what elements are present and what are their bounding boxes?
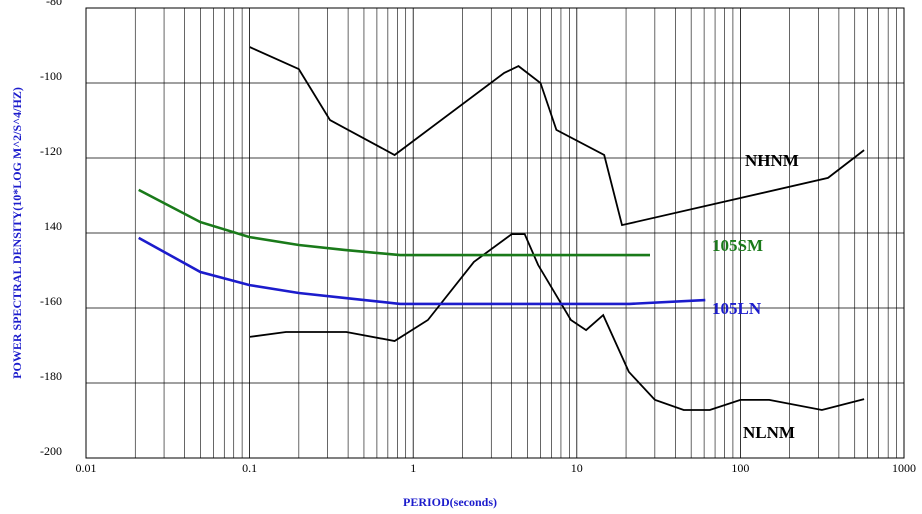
- y-tick-label: -180: [40, 369, 62, 383]
- series-line: [249, 46, 865, 227]
- y-axis-title: POWER SPECTRAL DENSITY(10*LOG M^2/S^4/HZ…: [10, 87, 24, 379]
- series-label: NHNM: [745, 151, 799, 170]
- y-tick-label: -100: [40, 69, 62, 83]
- x-tick-label: 0.01: [76, 461, 97, 475]
- series-label: 105SM: [712, 236, 763, 255]
- series-line: [138, 188, 650, 257]
- x-axis-title: PERIOD(seconds): [403, 495, 497, 509]
- y-tick-label: -120: [40, 144, 62, 158]
- series-label: 105LN: [712, 299, 762, 318]
- series-line: [138, 236, 706, 306]
- x-tick-label: 10: [571, 461, 583, 475]
- y-tick-label: -80: [46, 0, 62, 8]
- series-label: NLNM: [743, 423, 795, 442]
- x-tick-label: 0.1: [242, 461, 257, 475]
- y-tick-label: -200: [40, 444, 62, 458]
- x-tick-label: 1000: [892, 461, 916, 475]
- y-tick-label: -160: [40, 294, 62, 308]
- series-line: [249, 233, 865, 411]
- y-tick-label: 140: [44, 219, 62, 233]
- x-tick-label: 100: [731, 461, 749, 475]
- plot-frame: [85, 7, 905, 459]
- x-tick-label: 1: [410, 461, 416, 475]
